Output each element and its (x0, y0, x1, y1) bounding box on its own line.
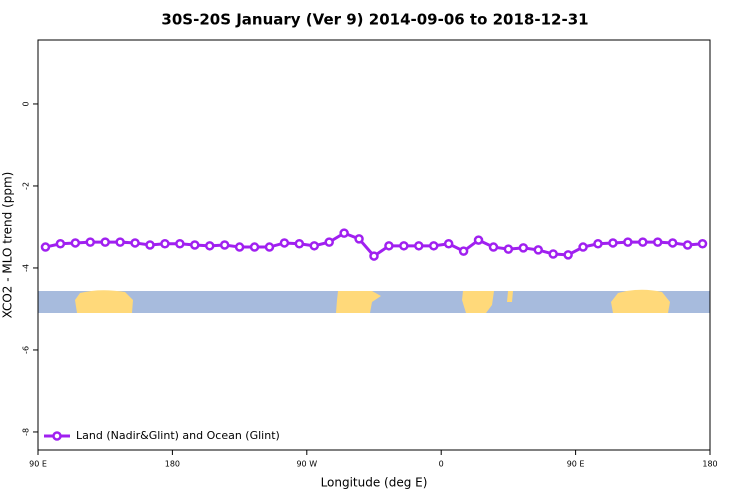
y-tick-label: -2 (22, 182, 31, 190)
y-tick-label: -6 (22, 346, 31, 354)
data-point (593, 239, 603, 249)
x-tick-label: 90 E (29, 460, 47, 469)
data-point (667, 238, 678, 248)
data-point (428, 241, 439, 251)
data-point (503, 244, 514, 254)
data-point (324, 237, 334, 247)
y-tick-label: 0 (22, 101, 31, 106)
data-point (518, 243, 529, 253)
data-point (578, 242, 588, 252)
x-axis-label: Longitude (deg E) (321, 476, 428, 490)
y-tick-label: -8 (22, 428, 31, 436)
plot-frame (37, 39, 711, 451)
data-point (384, 241, 394, 251)
data-point (369, 251, 379, 261)
data-point (264, 242, 275, 252)
x-tick-label: 180 (165, 460, 180, 469)
land-shape (611, 289, 670, 313)
land-shape (336, 291, 381, 313)
data-point (533, 245, 544, 255)
data-point (488, 242, 499, 252)
data-point (608, 238, 618, 248)
data-point (70, 238, 81, 248)
data-point (458, 246, 469, 256)
data-point (219, 240, 230, 250)
legend-label: Land (Nadir&Glint) and Ocean (Glint) (76, 429, 280, 442)
data-point (279, 238, 290, 248)
data-point (414, 241, 424, 251)
data-point (204, 241, 215, 251)
data-point (55, 239, 66, 249)
data-point (623, 237, 633, 247)
data-point (85, 237, 96, 247)
data-point (175, 239, 185, 249)
data-point (160, 239, 170, 249)
data-point (399, 241, 409, 251)
land-shape (507, 291, 513, 302)
x-tick-label: 0 (439, 460, 444, 469)
data-point (40, 242, 51, 252)
data-point (697, 239, 708, 249)
data-point (682, 240, 693, 250)
data-point (563, 250, 573, 260)
land-shape (462, 291, 494, 313)
chart-title: 30S-20S January (Ver 9) 2014-09-06 to 20… (161, 11, 588, 29)
data-point (249, 242, 260, 252)
data-point (234, 242, 245, 252)
data-point (638, 237, 648, 247)
data-point (190, 240, 200, 250)
legend-marker (52, 431, 62, 441)
data-point (354, 234, 364, 244)
data-point (443, 239, 454, 249)
data-point (145, 240, 155, 250)
data-point (130, 238, 140, 248)
data-point (473, 235, 484, 245)
map-strip (38, 289, 710, 313)
x-tick-label: 90 E (567, 460, 585, 469)
ocean-band (38, 291, 710, 313)
data-point (100, 237, 110, 247)
data-point (548, 249, 558, 259)
x-tick-label: 180 (702, 460, 717, 469)
data-point (652, 237, 663, 247)
y-axis-label: XCO2 - MLO trend (ppm) (1, 172, 15, 319)
y-tick-label: -4 (22, 264, 31, 272)
data-point (309, 241, 320, 251)
data-point (294, 239, 305, 249)
land-shape (75, 290, 133, 313)
data-point (115, 237, 125, 247)
data-point (339, 228, 349, 238)
x-tick-label: 90 W (296, 460, 317, 469)
